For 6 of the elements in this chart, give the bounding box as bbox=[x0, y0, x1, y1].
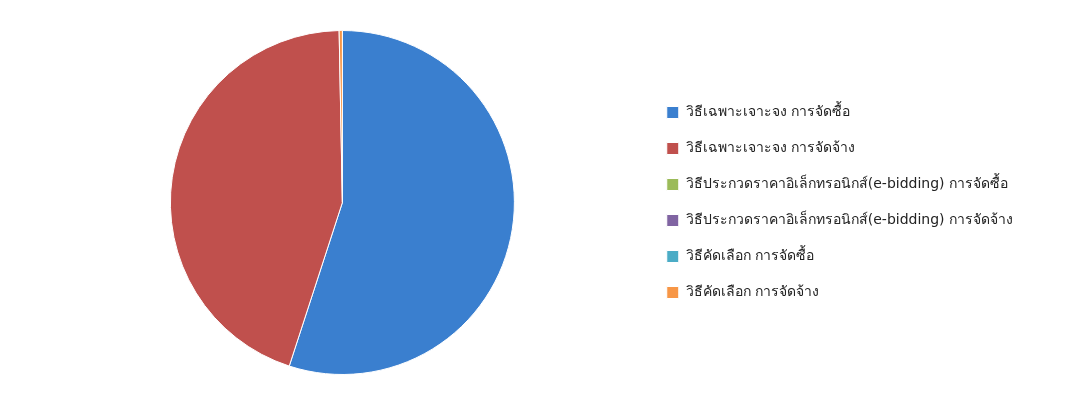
legend-label: วิธีคัดเลือก การจัดจ้าง bbox=[685, 283, 820, 300]
legend-label: วิธีเฉพาะเจาะจง การจัดจ้าง bbox=[685, 139, 856, 156]
legend-label: วิธีเฉพาะเจาะจง การจัดซื้อ bbox=[685, 101, 851, 120]
legend-label: วิธีประกวดราคาอิเล็กทรอนิกส์(e-bidding) การจัดจ้าง bbox=[685, 210, 1014, 228]
legend-label: วิธีประกวดราคาอิเล็กทรอนิกส์(e-bidding) การจัดซื้อ bbox=[685, 173, 1009, 192]
legend-label: วิธีคัดเลือก การจัดซื้อ bbox=[685, 245, 815, 264]
